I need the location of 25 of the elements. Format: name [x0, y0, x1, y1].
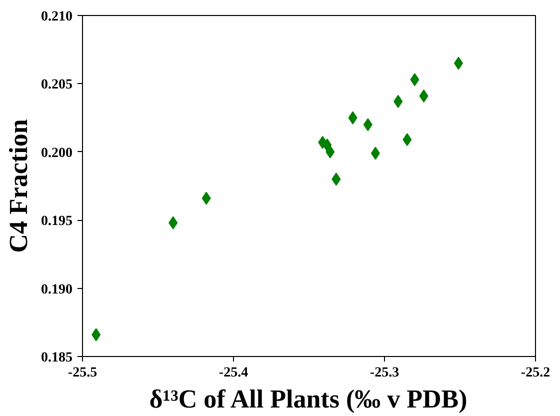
point — [92, 328, 101, 342]
point — [394, 94, 403, 108]
x-tick-label: -25.3 — [370, 366, 400, 380]
point — [363, 118, 372, 132]
point — [332, 172, 341, 186]
point — [410, 73, 420, 86]
point — [402, 133, 412, 146]
point — [326, 145, 335, 158]
x-axis-title: δ¹³C of All Plants (‰ v PDB) — [149, 384, 468, 414]
point — [419, 89, 428, 102]
y-tick-label: 0.195 — [41, 214, 72, 230]
x-tick-label: -25.5 — [68, 366, 98, 380]
point — [348, 111, 358, 124]
x-tick-label: -25.2 — [520, 366, 550, 380]
y-tick-label: 0.185 — [41, 350, 72, 366]
y-axis-title: C4 Fraction — [4, 118, 33, 253]
y-tick-label: 0.200 — [41, 146, 72, 161]
point — [202, 192, 211, 205]
y-tick-label: 0.210 — [41, 10, 72, 24]
point — [454, 56, 463, 70]
point — [370, 146, 380, 160]
y-tick-label: 0.205 — [41, 78, 72, 93]
y-tick-label: 0.190 — [41, 282, 72, 298]
point — [168, 216, 178, 230]
x-tick-label: -25.4 — [218, 366, 248, 380]
